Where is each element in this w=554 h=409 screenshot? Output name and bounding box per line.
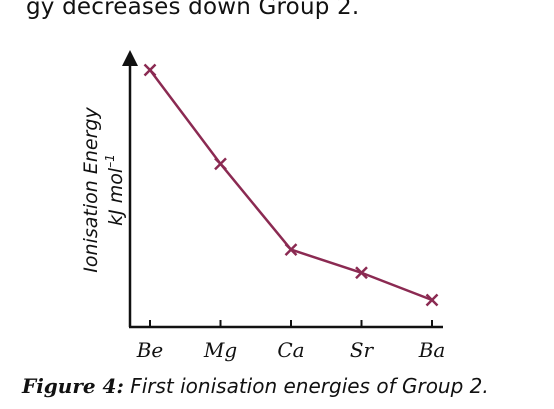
series-group [143,63,439,307]
header-text: gy decreases down Group 2. [26,0,360,20]
x-tick-label-be: Be [136,338,164,362]
data-point-be [143,63,157,77]
x-tick-label-sr: Sr [350,338,375,362]
x-tick-label-ca: Ca [277,338,304,362]
x-tick-label-mg: Mg [203,338,237,362]
y-axis-unit-text: kJ mol [105,167,127,226]
y-axis-arrowhead [122,50,138,66]
figure-caption: Figure 4: First ionisation energies of G… [22,374,489,398]
data-point-ca [284,243,298,256]
x-tick-label-ba: Ba [418,338,446,362]
chart-axes [122,50,443,329]
data-point-sr [355,266,368,280]
series-line [149,69,433,302]
data-point-ba [425,293,439,307]
caption-lead: Figure 4: [22,374,124,398]
caption-body: First ionisation energies of Group 2. [130,374,489,398]
y-axis-unit-exponent: –1 [103,154,117,168]
data-point-mg [214,157,227,171]
y-axis-label-group: Ionisation Energy kJ mol–1 [80,107,127,273]
x-ticks: Be Mg Ca Sr Ba [136,320,446,362]
y-axis-label: Ionisation Energy [80,107,102,273]
y-axis-unit: kJ mol–1 [103,154,127,226]
